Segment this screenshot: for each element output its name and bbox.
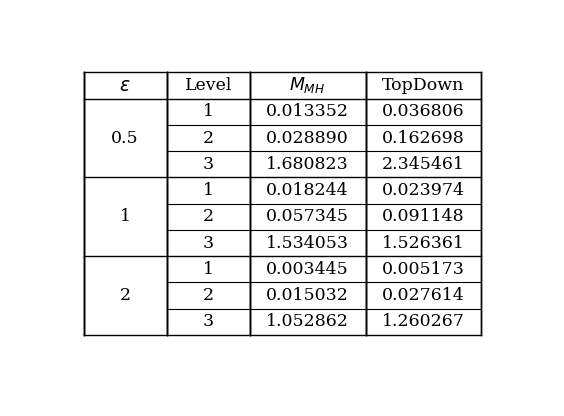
Text: Level: Level [184,77,232,94]
Text: 0.003445: 0.003445 [266,261,349,278]
Text: 3: 3 [202,235,214,252]
Text: 2: 2 [202,287,214,304]
Text: 0.018244: 0.018244 [266,182,349,199]
Text: 0.091148: 0.091148 [382,208,465,225]
Text: 0.023974: 0.023974 [382,182,465,199]
Text: 0.5: 0.5 [111,129,139,146]
Text: 3: 3 [202,313,214,330]
Text: 0.036806: 0.036806 [382,103,465,120]
Text: 0.013352: 0.013352 [266,103,349,120]
Text: 1.052862: 1.052862 [266,313,349,330]
Text: 2: 2 [202,129,214,146]
Text: 2: 2 [202,208,214,225]
Text: 0.162698: 0.162698 [382,129,465,146]
Text: 2.345461: 2.345461 [382,156,465,173]
Text: 0.028890: 0.028890 [266,129,349,146]
Text: 1: 1 [202,182,214,199]
Text: 1.526361: 1.526361 [382,235,465,252]
Text: 2: 2 [120,287,131,304]
Text: $M_{MH}$: $M_{MH}$ [289,75,326,96]
Text: 1.534053: 1.534053 [266,235,349,252]
Text: $\epsilon$: $\epsilon$ [120,76,131,95]
Text: 0.057345: 0.057345 [266,208,349,225]
Text: TopDown: TopDown [382,77,465,94]
Text: 0.027614: 0.027614 [382,287,465,304]
Text: 1: 1 [120,208,131,225]
Text: 1.260267: 1.260267 [382,313,465,330]
Text: 1: 1 [202,103,214,120]
Text: 3: 3 [202,156,214,173]
Text: 0.015032: 0.015032 [266,287,349,304]
Text: 1: 1 [202,261,214,278]
Text: 1.680823: 1.680823 [266,156,349,173]
Text: 0.005173: 0.005173 [382,261,465,278]
